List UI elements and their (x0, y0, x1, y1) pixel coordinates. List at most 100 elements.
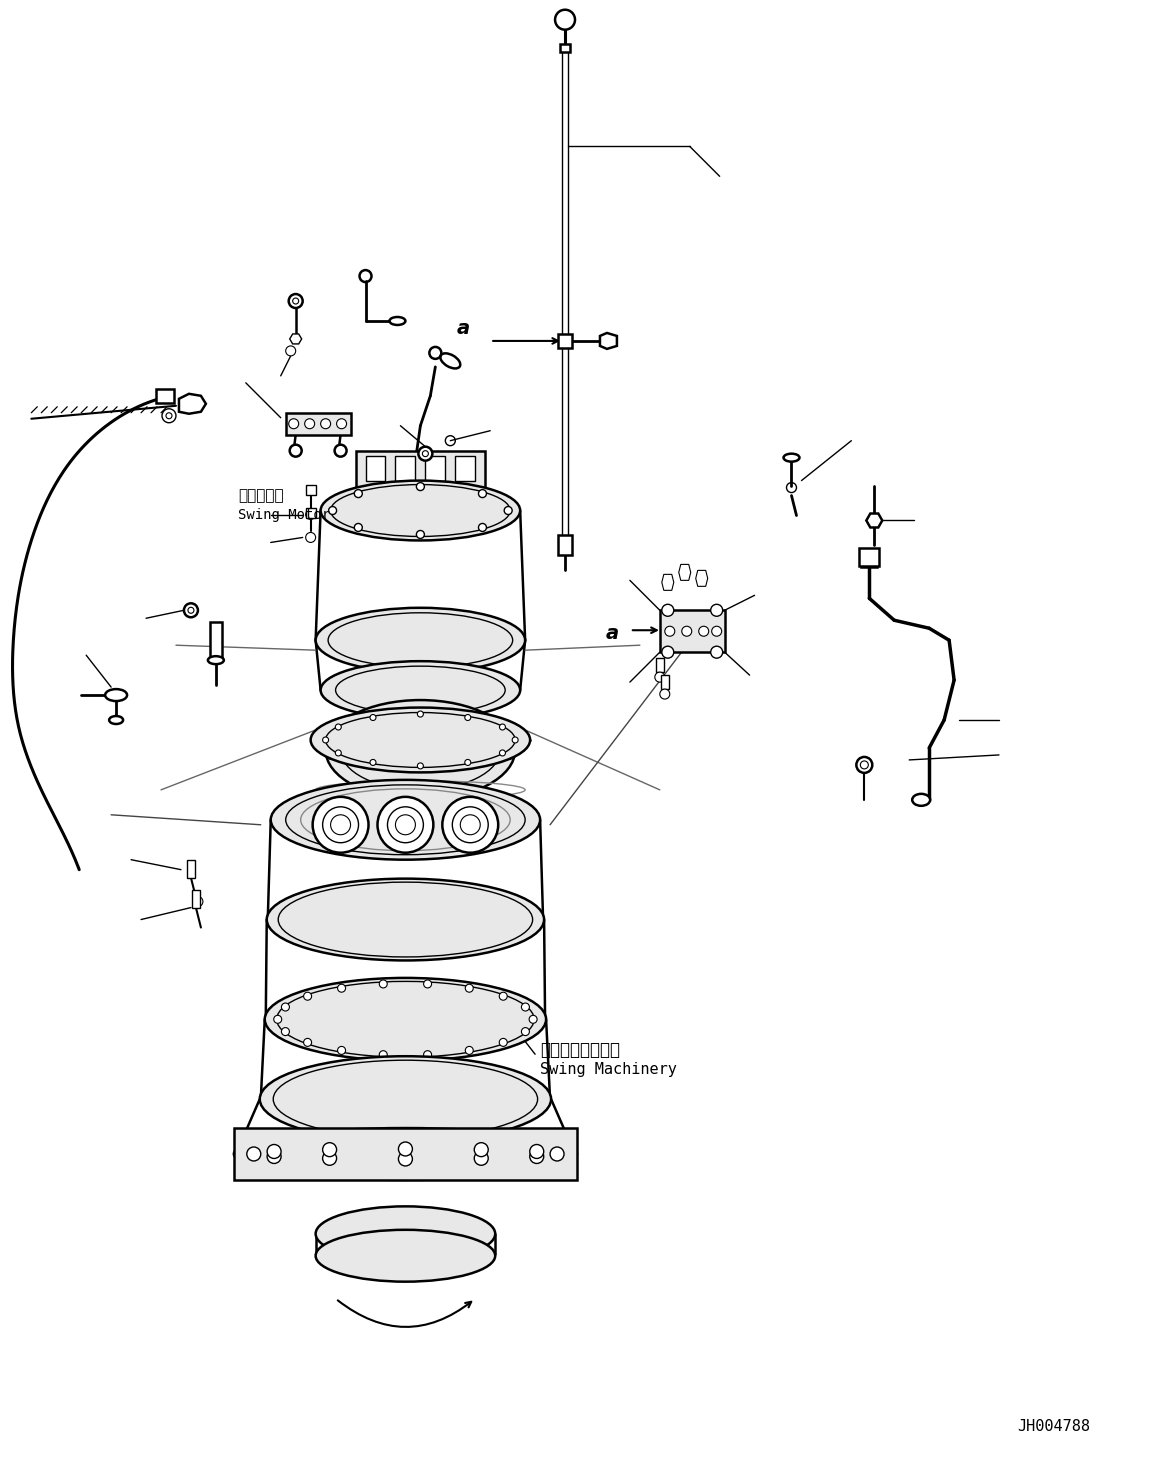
Ellipse shape (321, 660, 520, 719)
Circle shape (662, 604, 673, 617)
Circle shape (273, 1015, 281, 1024)
Polygon shape (866, 513, 883, 528)
Text: a: a (457, 319, 470, 338)
Circle shape (465, 1047, 473, 1054)
Circle shape (288, 418, 299, 429)
Bar (234, 1128, 577, 1180)
Bar (192, 889, 200, 907)
Circle shape (555, 10, 575, 29)
Polygon shape (290, 334, 301, 344)
Ellipse shape (912, 793, 930, 806)
Text: a: a (606, 624, 619, 643)
Ellipse shape (315, 1206, 495, 1261)
Circle shape (662, 646, 673, 658)
Text: Swing Machinery: Swing Machinery (540, 1063, 677, 1077)
Ellipse shape (390, 316, 406, 325)
Text: 旋回モータ: 旋回モータ (237, 488, 284, 503)
Circle shape (499, 749, 506, 755)
Circle shape (379, 980, 387, 989)
Bar (455, 456, 476, 481)
Circle shape (711, 604, 722, 617)
Circle shape (321, 418, 330, 429)
Circle shape (399, 1142, 413, 1156)
Circle shape (711, 646, 722, 658)
Circle shape (423, 1051, 431, 1059)
Circle shape (304, 1038, 312, 1047)
Circle shape (281, 1028, 290, 1035)
Polygon shape (695, 570, 708, 586)
Text: Swing Motor: Swing Motor (237, 507, 330, 522)
Circle shape (335, 749, 341, 755)
Circle shape (193, 897, 202, 907)
Circle shape (267, 1145, 281, 1159)
Circle shape (499, 1038, 507, 1047)
Circle shape (313, 798, 369, 853)
Circle shape (304, 993, 312, 1000)
Circle shape (286, 346, 295, 356)
Bar (395, 456, 415, 481)
Circle shape (665, 627, 675, 636)
Ellipse shape (208, 656, 223, 665)
Bar (356, 451, 485, 521)
Circle shape (530, 1149, 544, 1163)
Circle shape (370, 714, 376, 720)
Circle shape (399, 1152, 413, 1166)
Bar (209, 623, 222, 658)
Bar (656, 658, 664, 672)
Circle shape (290, 445, 301, 456)
Bar (156, 389, 174, 402)
Circle shape (416, 483, 424, 490)
Bar (859, 548, 879, 566)
Circle shape (682, 627, 692, 636)
Bar (561, 44, 570, 51)
Circle shape (530, 1145, 544, 1159)
Circle shape (529, 1015, 537, 1024)
Circle shape (465, 984, 473, 993)
Circle shape (712, 627, 722, 636)
Ellipse shape (441, 353, 461, 369)
Circle shape (322, 1152, 336, 1165)
Circle shape (465, 714, 471, 720)
Polygon shape (679, 564, 691, 580)
Circle shape (418, 712, 423, 717)
Bar (659, 611, 725, 652)
Ellipse shape (266, 879, 544, 961)
Ellipse shape (321, 481, 520, 541)
Circle shape (465, 760, 471, 765)
Ellipse shape (265, 978, 547, 1061)
Circle shape (499, 725, 506, 730)
Bar (286, 413, 350, 434)
Ellipse shape (315, 608, 526, 672)
Polygon shape (600, 332, 616, 348)
Circle shape (478, 490, 486, 497)
Text: JH004788: JH004788 (1018, 1419, 1091, 1433)
Bar (187, 860, 195, 878)
Text: スイングマシナリ: スイングマシナリ (540, 1041, 620, 1060)
Polygon shape (179, 394, 206, 414)
Ellipse shape (259, 1056, 551, 1142)
Ellipse shape (311, 707, 530, 773)
Circle shape (306, 532, 315, 542)
Circle shape (418, 763, 423, 768)
Circle shape (337, 1047, 345, 1054)
Circle shape (521, 1003, 529, 1010)
Bar (365, 456, 385, 481)
Circle shape (281, 1003, 290, 1010)
Circle shape (416, 531, 424, 538)
Circle shape (478, 523, 486, 532)
Circle shape (322, 1143, 336, 1156)
Circle shape (550, 1147, 564, 1161)
Circle shape (329, 506, 336, 515)
Circle shape (288, 295, 302, 308)
Circle shape (335, 725, 341, 730)
Ellipse shape (271, 780, 540, 860)
Circle shape (305, 418, 315, 429)
Polygon shape (306, 484, 315, 494)
Circle shape (379, 1051, 387, 1059)
Circle shape (655, 672, 665, 682)
Polygon shape (306, 507, 315, 518)
Circle shape (423, 980, 431, 989)
Circle shape (659, 690, 670, 698)
Bar (558, 334, 572, 348)
Circle shape (512, 736, 519, 744)
